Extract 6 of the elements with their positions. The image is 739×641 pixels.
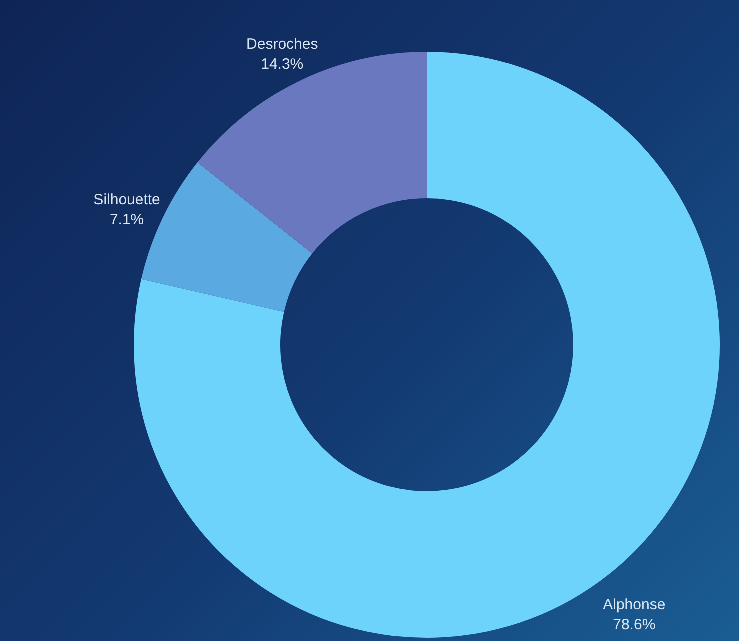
data-label: 7.1%	[110, 212, 144, 229]
data-label: 14.3%	[261, 56, 304, 74]
data-label: 78.6%	[613, 616, 656, 634]
slice-label: Silhouette	[94, 192, 160, 209]
slice-label: Desroches	[246, 36, 318, 54]
slice-label: Alphonse	[603, 596, 666, 614]
